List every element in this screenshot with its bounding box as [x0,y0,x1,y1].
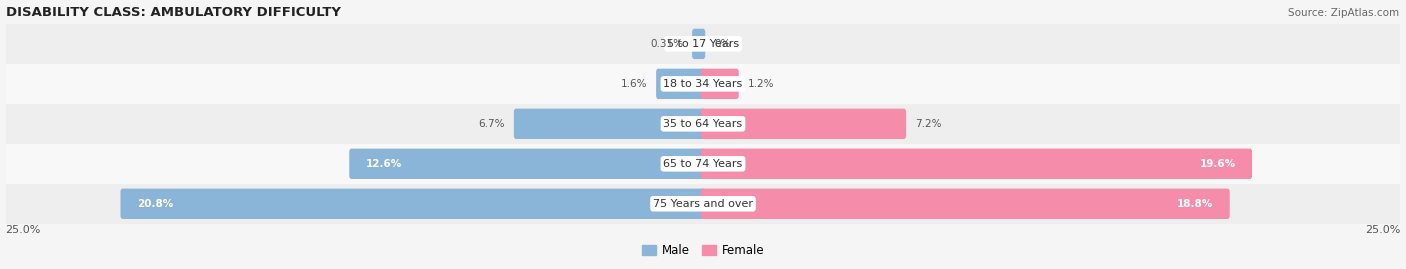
Text: 12.6%: 12.6% [366,159,402,169]
Bar [6,104,1400,144]
Text: 1.6%: 1.6% [620,79,647,89]
FancyBboxPatch shape [700,109,905,139]
Text: 6.7%: 6.7% [478,119,505,129]
Text: 7.2%: 7.2% [915,119,942,129]
Text: Source: ZipAtlas.com: Source: ZipAtlas.com [1288,8,1399,18]
Text: 0.31%: 0.31% [650,39,683,49]
Text: 35 to 64 Years: 35 to 64 Years [664,119,742,129]
Text: 20.8%: 20.8% [136,199,173,209]
FancyBboxPatch shape [657,69,706,99]
Text: 75 Years and over: 75 Years and over [652,199,754,209]
Bar [6,24,1400,64]
FancyBboxPatch shape [700,69,738,99]
FancyBboxPatch shape [700,148,1251,179]
FancyBboxPatch shape [692,29,706,59]
Text: 65 to 74 Years: 65 to 74 Years [664,159,742,169]
Text: 18.8%: 18.8% [1177,199,1213,209]
Text: 0%: 0% [714,39,731,49]
FancyBboxPatch shape [349,148,706,179]
Bar [6,64,1400,104]
Text: 25.0%: 25.0% [1365,225,1400,235]
Text: 18 to 34 Years: 18 to 34 Years [664,79,742,89]
Text: 5 to 17 Years: 5 to 17 Years [666,39,740,49]
FancyBboxPatch shape [121,189,706,219]
Text: 19.6%: 19.6% [1199,159,1236,169]
Bar [6,184,1400,224]
Bar [6,144,1400,184]
FancyBboxPatch shape [700,189,1230,219]
Text: DISABILITY CLASS: AMBULATORY DIFFICULTY: DISABILITY CLASS: AMBULATORY DIFFICULTY [6,6,340,19]
FancyBboxPatch shape [513,109,706,139]
Text: 25.0%: 25.0% [6,225,41,235]
Legend: Male, Female: Male, Female [637,239,769,262]
Text: 1.2%: 1.2% [748,79,775,89]
